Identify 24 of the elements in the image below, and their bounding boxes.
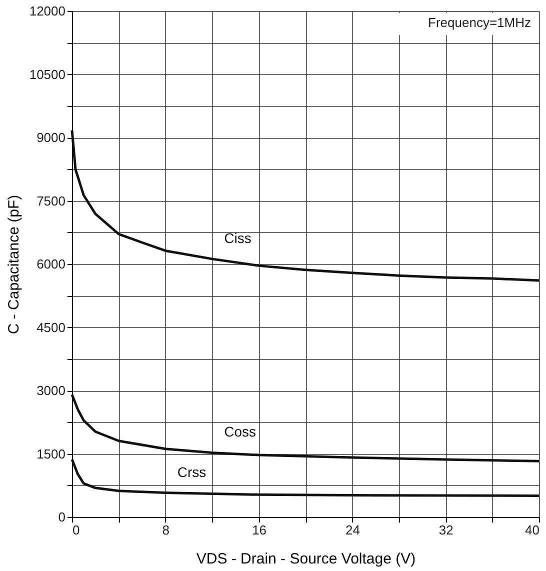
x-tick-label: 0 [72, 522, 80, 538]
x-axis-title: VDS - Drain - Source Voltage (V) [196, 550, 416, 568]
y-tick-label: 10500 [29, 66, 66, 82]
x-tick-label: 24 [345, 522, 360, 538]
line-series [70, 393, 540, 462]
y-tick-label: 1500 [36, 446, 66, 462]
y-tick-label: 9000 [36, 130, 66, 145]
y-tick-label: 3000 [36, 383, 66, 398]
line-series [70, 129, 540, 282]
y-axis-title: C - Capacitance (pF) [5, 194, 22, 334]
annotation: Frequency=1MHz [428, 15, 531, 30]
x-tick-label: 32 [438, 522, 454, 538]
x-tick-label: 40 [525, 522, 540, 538]
line-series [70, 458, 540, 497]
y-tick-label: 6000 [36, 256, 66, 272]
x-tick-label: 16 [252, 522, 267, 538]
y-tick-label: 4500 [36, 320, 66, 335]
series-label: Crss [177, 464, 206, 480]
series-label: Coss [224, 424, 256, 440]
series-label: Ciss [224, 230, 252, 246]
y-tick-label: 0 [58, 510, 66, 524]
x-tick-label: 8 [162, 522, 170, 538]
y-tick-label: 12000 [29, 4, 66, 18]
y-tick-label: 7500 [36, 193, 66, 208]
